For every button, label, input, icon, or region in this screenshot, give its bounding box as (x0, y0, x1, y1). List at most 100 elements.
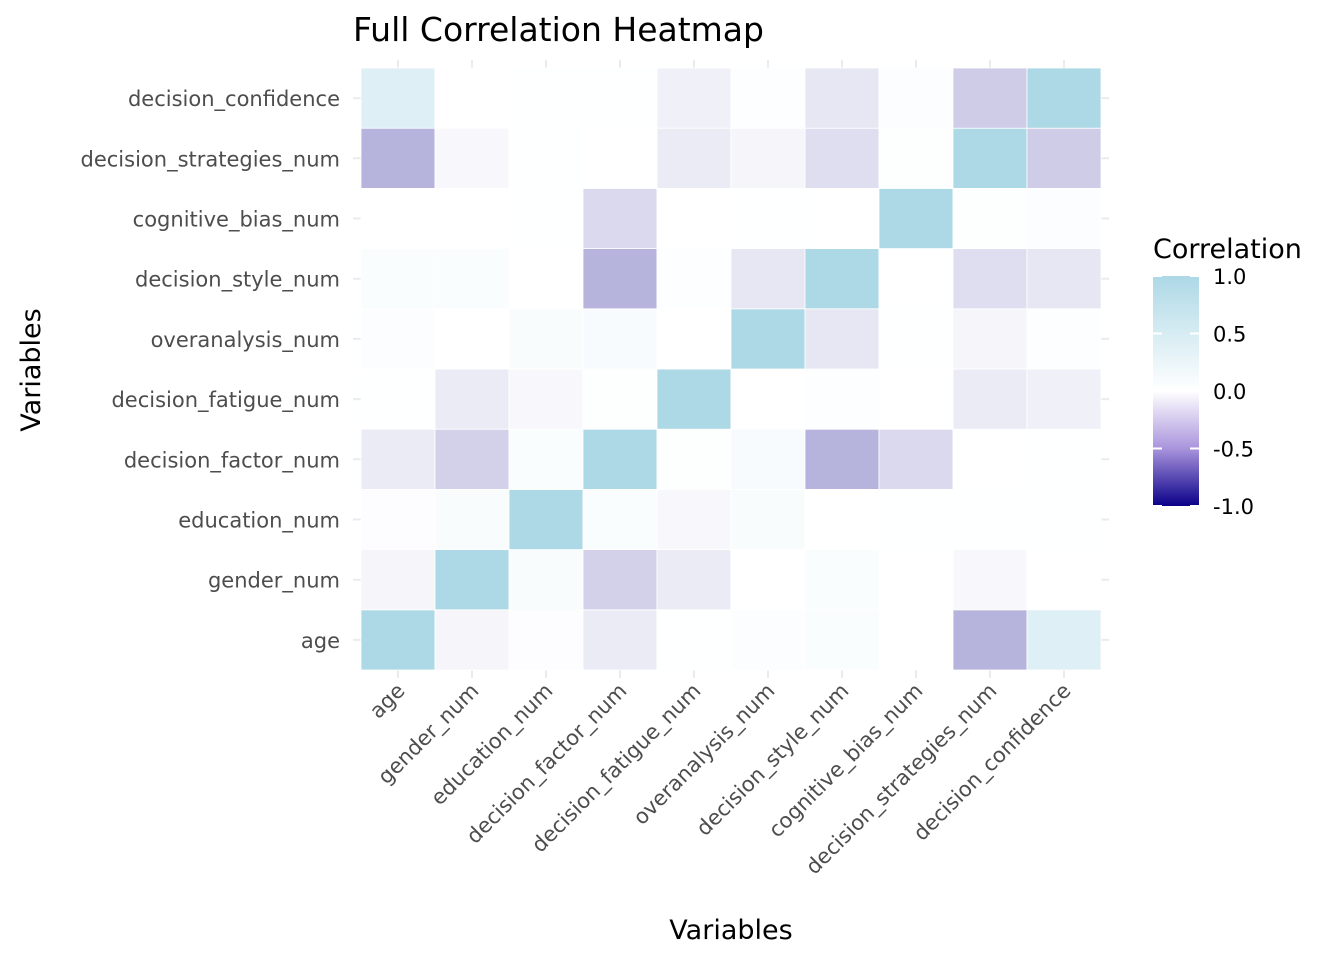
heatmap-cell-decision_factor_num-decision_confidence (1026, 428, 1102, 490)
heatmap-cell-gender_num-decision_factor_num (582, 549, 658, 611)
heatmap-cell-overanalysis_num-age (360, 308, 436, 370)
legend-tick-label: 0.5 (1213, 323, 1246, 347)
x-axis-title: Variables (669, 915, 792, 946)
heatmap-cell-overanalysis_num-decision_confidence (1026, 308, 1102, 370)
heatmap-cell-overanalysis_num-decision_fatigue_num (656, 308, 732, 370)
heatmap-cell-gender_num-decision_strategies_num (952, 549, 1028, 611)
heatmap-cell-overanalysis_num-decision_style_num (804, 308, 880, 370)
heatmap-cell-decision_confidence-decision_fatigue_num (656, 67, 732, 129)
y-tick-label: age (301, 629, 340, 653)
heatmap-cell-decision_strategies_num-overanalysis_num (730, 127, 806, 189)
heatmap-cell-gender_num-gender_num (434, 549, 510, 611)
heatmap-cell-cognitive_bias_num-age (360, 187, 436, 249)
heatmap-cell-decision_confidence-overanalysis_num (730, 67, 806, 129)
heatmap-cell-decision_strategies_num-decision_fatigue_num (656, 127, 732, 189)
heatmap-cell-gender_num-overanalysis_num (730, 549, 806, 611)
legend-tick-label: -0.5 (1213, 438, 1254, 462)
heatmap-cell-decision_factor_num-decision_style_num (804, 428, 880, 490)
y-tick-label: decision_style_num (135, 268, 340, 293)
heatmap-cell-education_num-decision_fatigue_num (656, 488, 732, 550)
heatmap-cell-decision_strategies_num-decision_strategies_num (952, 127, 1028, 189)
heatmap-cell-cognitive_bias_num-decision_confidence (1026, 187, 1102, 249)
heatmap-cell-overanalysis_num-gender_num (434, 308, 510, 370)
heatmap-cell-decision_factor_num-overanalysis_num (730, 428, 806, 490)
heatmap-cell-education_num-age (360, 488, 436, 550)
heatmap-cell-overanalysis_num-overanalysis_num (730, 308, 806, 370)
heatmap-cell-decision_fatigue_num-decision_factor_num (582, 368, 658, 430)
legend-tick-label: 0.0 (1213, 380, 1246, 404)
heatmap-cell-decision_confidence-decision_factor_num (582, 67, 658, 129)
heatmap-cell-decision_style_num-decision_strategies_num (952, 248, 1028, 310)
heatmap-cell-gender_num-decision_confidence (1026, 549, 1102, 611)
heatmap-cell-decision_confidence-age (360, 67, 436, 129)
heatmap-cell-education_num-decision_factor_num (582, 488, 658, 550)
heatmap-cell-cognitive_bias_num-gender_num (434, 187, 510, 249)
heatmap-cell-gender_num-education_num (508, 549, 584, 611)
heatmap-cell-decision_factor_num-decision_fatigue_num (656, 428, 732, 490)
heatmap-cell-overanalysis_num-education_num (508, 308, 584, 370)
heatmap-cell-decision_strategies_num-cognitive_bias_num (878, 127, 954, 189)
heatmap-cell-decision_strategies_num-decision_factor_num (582, 127, 658, 189)
heatmap-cell-decision_style_num-cognitive_bias_num (878, 248, 954, 310)
heatmap-cell-decision_factor_num-education_num (508, 428, 584, 490)
heatmap-cell-decision_strategies_num-age (360, 127, 436, 189)
y-tick-label: decision_factor_num (124, 448, 340, 473)
legend-title: Correlation (1153, 234, 1302, 265)
heatmap-cell-education_num-cognitive_bias_num (878, 488, 954, 550)
heatmap-cell-overanalysis_num-decision_factor_num (582, 308, 658, 370)
y-axis-title: Variables (16, 308, 47, 431)
y-tick-label: education_num (178, 509, 340, 534)
heatmap-cell-gender_num-cognitive_bias_num (878, 549, 954, 611)
heatmap-cell-decision_style_num-decision_fatigue_num (656, 248, 732, 310)
heatmap-cell-decision_factor_num-cognitive_bias_num (878, 428, 954, 490)
heatmap-cell-cognitive_bias_num-decision_strategies_num (952, 187, 1028, 249)
heatmap-cell-overanalysis_num-decision_strategies_num (952, 308, 1028, 370)
heatmap-cell-decision_style_num-overanalysis_num (730, 248, 806, 310)
heatmap-cell-cognitive_bias_num-decision_style_num (804, 187, 880, 249)
heatmap-cell-decision_fatigue_num-decision_fatigue_num (656, 368, 732, 430)
y-tick-label: decision_fatigue_num (111, 388, 340, 413)
y-tick-label: cognitive_bias_num (133, 208, 340, 233)
heatmap-cells (360, 67, 1102, 671)
heatmap-cell-gender_num-decision_style_num (804, 549, 880, 611)
heatmap-cell-cognitive_bias_num-education_num (508, 187, 584, 249)
color-legend: Correlation 1.0 0.5 0.0 -0.5 -1.0 (1153, 234, 1302, 519)
heatmap-cell-decision_confidence-decision_style_num (804, 67, 880, 129)
chart-title: Full Correlation Heatmap (353, 10, 764, 49)
heatmap-cell-decision_fatigue_num-decision_strategies_num (952, 368, 1028, 430)
heatmap-cell-decision_style_num-decision_confidence (1026, 248, 1102, 310)
heatmap-cell-decision_fatigue_num-decision_confidence (1026, 368, 1102, 430)
heatmap-cell-cognitive_bias_num-cognitive_bias_num (878, 187, 954, 249)
heatmap-cell-age-decision_style_num (804, 609, 880, 671)
heatmap-cell-gender_num-age (360, 549, 436, 611)
heatmap-cell-decision_strategies_num-decision_confidence (1026, 127, 1102, 189)
heatmap-cell-age-gender_num (434, 609, 510, 671)
heatmap-cell-decision_style_num-education_num (508, 248, 584, 310)
legend-tick-label: -1.0 (1213, 495, 1254, 519)
heatmap-cell-education_num-overanalysis_num (730, 488, 806, 550)
heatmap-cell-decision_strategies_num-gender_num (434, 127, 510, 189)
x-tick-label: age (365, 679, 410, 724)
y-tick-label: overanalysis_num (151, 328, 340, 353)
heatmap-cell-decision_factor_num-age (360, 428, 436, 490)
heatmap-cell-age-decision_strategies_num (952, 609, 1028, 671)
heatmap-cell-decision_confidence-gender_num (434, 67, 510, 129)
heatmap-cell-cognitive_bias_num-decision_fatigue_num (656, 187, 732, 249)
heatmap-cell-education_num-decision_confidence (1026, 488, 1102, 550)
heatmap-cell-decision_factor_num-decision_strategies_num (952, 428, 1028, 490)
heatmap-cell-decision_style_num-decision_factor_num (582, 248, 658, 310)
heatmap-cell-decision_style_num-decision_style_num (804, 248, 880, 310)
heatmap-cell-age-education_num (508, 609, 584, 671)
y-tick-label: decision_strategies_num (81, 147, 341, 172)
heatmap-cell-decision_confidence-cognitive_bias_num (878, 67, 954, 129)
heatmap-cell-age-decision_factor_num (582, 609, 658, 671)
heatmap-cell-decision_confidence-education_num (508, 67, 584, 129)
legend-ticks: 1.0 0.5 0.0 -0.5 -1.0 (1153, 265, 1254, 519)
y-tick-label: decision_confidence (128, 87, 340, 112)
heatmap-cell-decision_style_num-age (360, 248, 436, 310)
heatmap-cell-decision_fatigue_num-education_num (508, 368, 584, 430)
heatmap-cell-decision_fatigue_num-gender_num (434, 368, 510, 430)
heatmap-cell-decision_fatigue_num-age (360, 368, 436, 430)
heatmap-cell-age-cognitive_bias_num (878, 609, 954, 671)
